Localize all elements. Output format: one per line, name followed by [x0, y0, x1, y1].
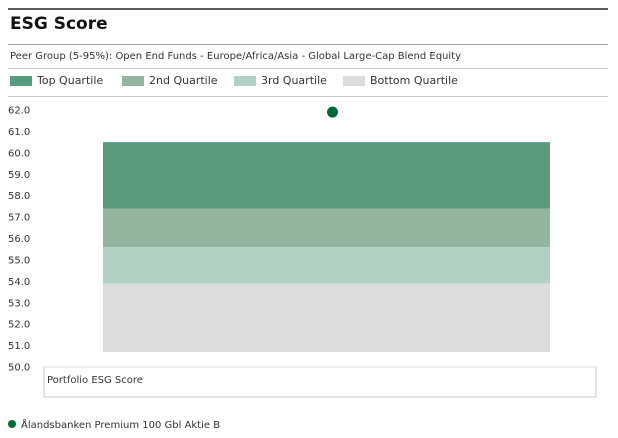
quartile-bands	[103, 142, 550, 353]
peer-group-subtitle: Peer Group (5-95%): Open End Funds - Eur…	[10, 51, 461, 62]
y-tick-label: 61.0	[8, 127, 30, 138]
chart-title: ESG Score	[10, 14, 108, 34]
y-tick-label: 51.0	[8, 341, 30, 352]
quartile-band-bottom-quartile	[103, 283, 550, 353]
fund-marker-icon	[8, 420, 16, 428]
title-divider	[8, 44, 608, 45]
legend-divider	[8, 96, 608, 97]
y-axis: 50.0 51.0 52.0 53.0 54.0 55.0 56.0 57.0 58.0 59.0…	[8, 106, 30, 374]
quartile-band-top-quartile	[103, 142, 550, 209]
y-tick-label: 62.0	[8, 106, 30, 117]
y-tick-label: 50.0	[8, 363, 30, 374]
footer-legend: Ålandsbanken Premium 100 Gbl Aktie B	[8, 420, 220, 431]
legend-swatch-3rd-quartile	[234, 76, 256, 86]
plot-frame	[43, 366, 597, 398]
legend-label-bottom-quartile: Bottom Quartile	[370, 74, 458, 87]
legend-label-3rd-quartile: 3rd Quartile	[261, 74, 327, 87]
legend-swatch-top-quartile	[10, 76, 32, 86]
y-tick-label: 56.0	[8, 234, 30, 245]
y-tick-label: 57.0	[8, 213, 30, 224]
legend-label-top-quartile: Top Quartile	[37, 74, 104, 87]
y-tick-label: 59.0	[8, 170, 30, 181]
score-points	[327, 106, 338, 118]
top-rule	[8, 8, 608, 10]
y-tick-label: 53.0	[8, 298, 30, 309]
y-tick-label: 58.0	[8, 191, 30, 202]
quartile-band-2nd-quartile	[103, 208, 550, 248]
portfolio-score-point	[327, 106, 338, 118]
quartile-band-3rd-quartile	[103, 247, 550, 284]
legend-label-2nd-quartile: 2nd Quartile	[149, 74, 218, 87]
legend-swatch-bottom-quartile	[343, 76, 365, 86]
fund-name: Ålandsbanken Premium 100 Gbl Aktie B	[21, 420, 221, 431]
y-tick-label: 52.0	[8, 320, 30, 331]
chart-legend: Top Quartile 2nd Quartile 3rd Quartile B…	[10, 74, 608, 90]
y-tick-label: 55.0	[8, 255, 30, 266]
legend-swatch-2nd-quartile	[122, 76, 144, 86]
y-tick-label: 54.0	[8, 277, 30, 288]
subtitle-divider	[8, 68, 608, 69]
x-axis-label: Portfolio ESG Score	[47, 375, 143, 386]
y-tick-label: 60.0	[8, 148, 30, 159]
